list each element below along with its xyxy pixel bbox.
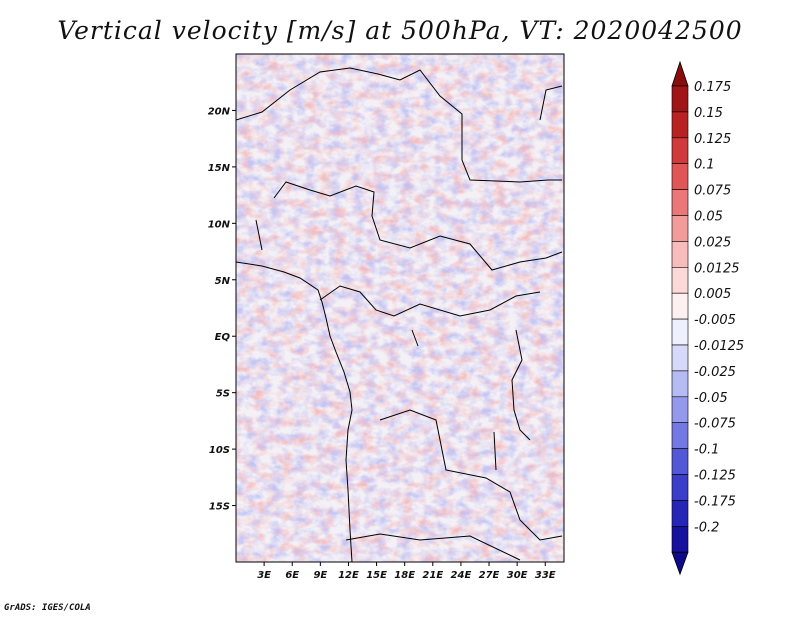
- colorbar: 0.175 0.15 0.125 0.1 0.075 0.05 0.025 0.0125 0.0…: [671, 60, 744, 576]
- colorbar-label: 0.1: [694, 158, 715, 173]
- colorbar-label: -0.175: [694, 494, 736, 509]
- colorbar-label: -0.025: [694, 365, 736, 380]
- colorbar-swatch: [671, 500, 689, 527]
- colorbar-swatch: [671, 111, 689, 139]
- longitude-axis: 3E 6E 9E 12E 15E 18E 21E 24E 27E 30E 33E: [257, 562, 556, 581]
- lon-tick-label: 12E: [338, 570, 359, 581]
- lon-tick-label: 30E: [507, 570, 528, 581]
- colorbar-label: 0.15: [694, 106, 723, 121]
- colorbar-swatch: [671, 292, 689, 320]
- lon-tick-label: 27E: [479, 570, 500, 581]
- lat-tick-label: 10N: [208, 219, 231, 230]
- lon-tick-label: 15E: [366, 570, 387, 581]
- colorbar-label: 0.175: [694, 80, 731, 95]
- colorbar-swatch: [671, 422, 689, 449]
- colorbar-swatch: [671, 241, 689, 268]
- lon-tick-label: 3E: [257, 570, 271, 581]
- coastlines-and-borders: [236, 67, 563, 562]
- colorbar-label: -0.2: [694, 520, 719, 535]
- colorbar-label: -0.005: [694, 313, 736, 328]
- colorbar-label: 0.125: [694, 132, 731, 147]
- colorbar-label: 0.005: [694, 287, 731, 302]
- lat-tick-label: 5S: [216, 389, 230, 400]
- colorbar-swatch: [671, 85, 689, 113]
- lat-tick-label: EQ: [215, 332, 231, 343]
- colorbar-label: -0.0125: [694, 339, 744, 354]
- colorbar-label: 0.075: [694, 184, 731, 199]
- lon-tick-label: 9E: [313, 570, 327, 581]
- lat-tick-label: 20N: [208, 106, 231, 117]
- lon-tick-label: 6E: [285, 570, 299, 581]
- colorbar-label: 0.05: [694, 210, 723, 225]
- colorbar-label: -0.075: [694, 417, 736, 432]
- colorbar-label: -0.1: [694, 443, 719, 458]
- colorbar-label: -0.05: [694, 391, 728, 406]
- velocity-field: [236, 54, 564, 562]
- colorbar-swatch: [671, 396, 689, 423]
- colorbar-swatch: [671, 525, 689, 553]
- colorbar-swatch: [671, 189, 689, 216]
- colorbar-swatch: [671, 163, 689, 190]
- lat-tick-label: 15N: [208, 163, 231, 174]
- colorbar-label: 0.0125: [694, 261, 740, 276]
- colorbar-swatch: [671, 215, 689, 242]
- lat-tick-label: 10S: [209, 445, 230, 456]
- colorbar-swatch: [671, 370, 689, 398]
- lon-tick-label: 18E: [394, 570, 415, 581]
- colorbar-swatch: [671, 448, 689, 475]
- lon-tick-label: 21E: [422, 570, 443, 581]
- colorbar-swatch: [671, 266, 689, 294]
- colorbar-swatch: [671, 318, 689, 346]
- colorbar-top-arrow: [671, 60, 689, 87]
- colorbar-swatch: [671, 137, 689, 165]
- map-title: Vertical velocity [m/s] at 500hPa, VT: 2…: [57, 16, 743, 45]
- colorbar-label: -0.125: [694, 469, 736, 484]
- colorbar-swatch: [671, 344, 689, 372]
- grads-credit: GrADS: IGES/COLA: [4, 603, 91, 613]
- colorbar-swatch: [671, 474, 689, 501]
- colorbar-bottom-arrow: [671, 551, 689, 576]
- map-frame: [235, 53, 565, 563]
- lat-tick-label: 5N: [215, 276, 231, 287]
- lon-tick-label: 24E: [451, 570, 472, 581]
- lon-tick-label: 33E: [535, 570, 556, 581]
- latitude-axis: 20N 15N 10N 5N EQ 5S 10S 15S: [208, 106, 236, 513]
- colorbar-label: 0.025: [694, 235, 731, 250]
- lat-tick-label: 15S: [209, 502, 230, 513]
